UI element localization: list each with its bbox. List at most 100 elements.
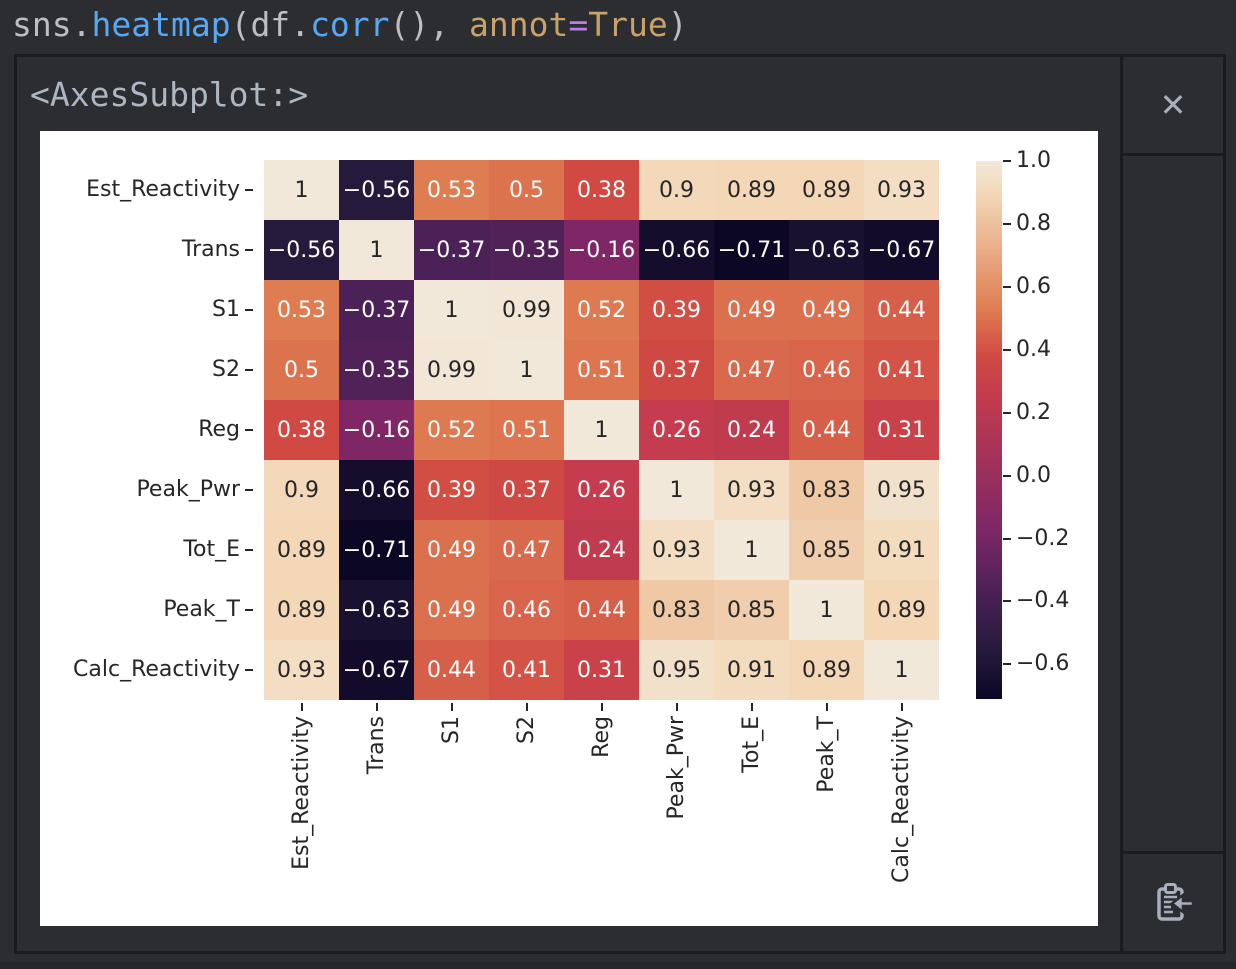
heatmap-cell: 0.44	[789, 400, 864, 460]
heatmap-cell: 0.37	[639, 340, 714, 400]
output-toolbar: ✕	[1120, 57, 1223, 951]
y-tick-mark	[245, 249, 253, 251]
x-tick-mark	[900, 703, 903, 711]
heatmap-cell: 0.49	[714, 280, 789, 340]
colorbar-tick-mark	[1003, 600, 1011, 603]
x-tick-label: Tot_E	[738, 716, 764, 773]
x-tick-mark	[450, 703, 453, 711]
clipboard-paste-icon	[1157, 882, 1195, 921]
colorbar-tick-mark	[1003, 663, 1011, 666]
heatmap-cell: 0.47	[489, 520, 564, 580]
x-tick-label: Peak_T	[813, 716, 839, 793]
y-tick-mark	[245, 669, 253, 671]
heatmap-cell: −0.16	[564, 220, 639, 280]
heatmap-cell: 0.95	[639, 640, 714, 700]
x-tick-mark	[525, 703, 528, 711]
heatmap-cell: 0.5	[264, 340, 339, 400]
heatmap-figure: Est_Reactivity Trans S1 S2 Reg Peak_Pwr Tot_E P…	[40, 131, 1098, 926]
heatmap-cell: 0.37	[489, 460, 564, 520]
heatmap-cell: 0.26	[564, 460, 639, 520]
close-output-button[interactable]: ✕	[1160, 89, 1187, 121]
colorbar-tick-label: 0.8	[1016, 210, 1051, 236]
heatmap-cell: 0.93	[714, 460, 789, 520]
colorbar-tick-label: 0.0	[1016, 462, 1051, 488]
x-tick-mark	[600, 703, 603, 711]
y-tick-label: Calc_Reactivity	[73, 657, 240, 682]
heatmap-cell: 0.89	[714, 160, 789, 220]
heatmap-cell: 1	[864, 640, 939, 700]
colorbar-tick-mark	[1003, 222, 1011, 225]
heatmap-cell: 1	[489, 340, 564, 400]
heatmap-cell: −0.71	[339, 520, 414, 580]
heatmap-cell: −0.67	[339, 640, 414, 700]
heatmap-cell: −0.35	[339, 340, 414, 400]
next-cell-edge	[0, 962, 1236, 969]
heatmap-cell: 0.38	[564, 160, 639, 220]
y-tick-mark	[245, 429, 253, 431]
heatmap-cell: −0.35	[489, 220, 564, 280]
code-token: (),	[389, 5, 470, 44]
heatmap-cell: 0.83	[639, 580, 714, 640]
code-token: heatmap	[91, 5, 231, 44]
colorbar-tick-label: 1.0	[1016, 148, 1051, 173]
heatmap-cell: 0.89	[789, 160, 864, 220]
code-token: .	[290, 5, 311, 44]
heatmap-cell: 0.5	[489, 160, 564, 220]
heatmap-cell: 1	[339, 220, 414, 280]
heatmap-cell: 0.44	[864, 280, 939, 340]
x-tick-label: S2	[513, 716, 539, 744]
colorbar-tick-label: −0.4	[1016, 588, 1070, 614]
heatmap-cell: 1	[639, 460, 714, 520]
copy-output-to-clipboard-button[interactable]	[1150, 880, 1196, 926]
y-tick-label: Reg	[198, 417, 240, 442]
heatmap-cell: −0.63	[339, 580, 414, 640]
colorbar	[976, 161, 1002, 699]
heatmap-cell: 0.46	[489, 580, 564, 640]
y-tick-mark	[245, 189, 253, 191]
x-tick-label: Peak_Pwr	[663, 716, 689, 820]
heatmap-cell: 0.95	[864, 460, 939, 520]
y-tick-label: S1	[212, 297, 240, 322]
heatmap-cell: 0.41	[864, 340, 939, 400]
heatmap-cell: −0.71	[714, 220, 789, 280]
repr-text: <AxesSubplot:>	[30, 75, 309, 114]
colorbar-tick-mark	[1003, 160, 1011, 162]
y-tick-label: Tot_E	[183, 537, 240, 562]
toolbar-bottom-section	[1123, 851, 1223, 951]
colorbar-tick-mark	[1003, 474, 1011, 477]
y-tick-mark	[245, 369, 253, 371]
code-token: corr	[310, 5, 390, 44]
colorbar-tick-label: −0.2	[1016, 525, 1070, 551]
heatmap-cell: 0.49	[414, 580, 489, 640]
x-tick-mark	[300, 703, 303, 711]
heatmap-cell: 0.31	[864, 400, 939, 460]
code-cell-input[interactable]: sns.heatmap(df.corr(), annot=True)	[12, 0, 688, 50]
x-tick-label: Est_Reactivity	[288, 716, 314, 870]
heatmap-cell: 0.53	[414, 160, 489, 220]
colorbar-tick-mark	[1003, 348, 1011, 351]
y-tick-mark	[245, 489, 253, 491]
heatmap-cell: 0.9	[639, 160, 714, 220]
x-tick-label: Trans	[363, 716, 389, 775]
code-token: (	[230, 5, 251, 44]
code-token: sns	[12, 5, 72, 44]
colorbar-tick-mark	[1003, 411, 1011, 414]
x-tick-mark	[675, 703, 678, 711]
heatmap-cell: 0.83	[789, 460, 864, 520]
y-tick-mark	[245, 609, 253, 611]
heatmap-grid: 1 −0.56 0.53 0.5 0.38 0.9 0.89 0.89 0.93 −0.56 1 −0…	[264, 160, 939, 700]
y-tick-label: S2	[212, 357, 240, 382]
heatmap-cell: −0.63	[789, 220, 864, 280]
heatmap-cell: 0.24	[714, 400, 789, 460]
heatmap-cell: 0.91	[714, 640, 789, 700]
x-tick-label: S1	[438, 716, 464, 744]
heatmap-cell: 0.52	[564, 280, 639, 340]
colorbar-tick-mark	[1003, 285, 1011, 288]
heatmap-cell: 0.39	[414, 460, 489, 520]
code-token: df	[250, 5, 291, 44]
heatmap-cell: 0.53	[264, 280, 339, 340]
x-tick-label: Reg	[588, 716, 614, 758]
heatmap-cell: 0.44	[414, 640, 489, 700]
colorbar-tick-label: 0.6	[1016, 273, 1051, 299]
heatmap-cell: 0.93	[639, 520, 714, 580]
